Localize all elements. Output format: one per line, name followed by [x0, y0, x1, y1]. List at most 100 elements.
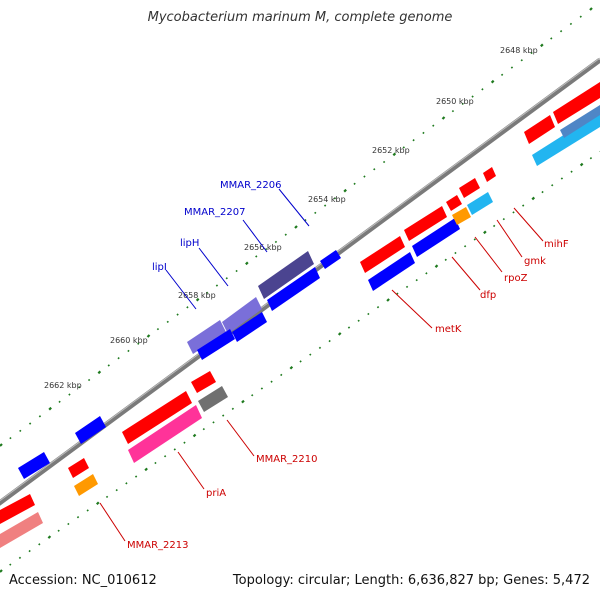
inner-dotted-ring — [0, 150, 600, 573]
inner-ring-dot — [231, 407, 235, 410]
gene-red-mihf-2[interactable] — [553, 82, 600, 124]
inner-ring-dot — [367, 312, 370, 316]
outer-ring-dot — [28, 422, 32, 425]
gene-label-lipi[interactable]: lipI — [152, 262, 167, 273]
outer-ring-dot — [176, 313, 179, 316]
gene-label-mmar-2213[interactable]: MMAR_2213 — [127, 540, 189, 551]
gene-blue-metk[interactable] — [368, 252, 415, 291]
gene-red-dfp-upper[interactable] — [404, 206, 447, 241]
outer-ring-dot — [461, 102, 464, 106]
gene-red-small-1[interactable] — [446, 195, 462, 211]
inner-ring-dot — [415, 278, 418, 282]
inner-ring-dot — [38, 543, 41, 546]
gene-lipI-block[interactable] — [187, 320, 226, 354]
gene-red-2210-small[interactable] — [191, 371, 216, 393]
inner-ring-dot — [183, 441, 186, 444]
gene-label-mmar-2210[interactable]: MMAR_2210 — [256, 454, 318, 465]
inner-ring-dot — [76, 516, 80, 519]
outer-ring-dot — [402, 146, 405, 149]
inner-ring-dot — [212, 421, 215, 424]
outer-ring-dot — [441, 116, 446, 120]
gene-label-rpoz[interactable]: rpoZ — [504, 273, 528, 284]
gene-label-metk[interactable]: metK — [435, 324, 462, 335]
outer-ring-dot — [0, 443, 3, 447]
inner-ring-dot — [512, 211, 515, 214]
gene-cyan-gmk[interactable] — [467, 192, 493, 215]
gene-red-small-left[interactable] — [68, 458, 89, 478]
outer-ring-dot — [422, 131, 425, 135]
outer-ring-dot — [569, 22, 573, 26]
gene-label-gmk[interactable]: gmk — [524, 256, 546, 267]
gene-label-pria[interactable]: priA — [206, 488, 226, 499]
inner-ring-dot — [280, 373, 283, 377]
inner-ring-dot — [202, 427, 205, 431]
gene-mmar-2206-block[interactable] — [258, 251, 314, 299]
gene-red-small-3[interactable] — [483, 167, 496, 182]
outer-ring-dot — [373, 168, 376, 171]
inner-ring-dot — [579, 162, 584, 167]
gene-steel-mihf[interactable] — [560, 105, 600, 138]
gene-label-mmar-2207[interactable]: MMAR_2207 — [184, 207, 246, 218]
gene-blue-left-2[interactable] — [18, 452, 50, 479]
inner-ring-dot — [522, 204, 525, 207]
outer-ring-dot — [520, 59, 523, 62]
outer-ring-dot — [137, 342, 140, 345]
gene-salmon-far-left[interactable] — [0, 512, 43, 548]
inner-ring-dot — [531, 196, 536, 201]
inner-ring-dot — [309, 353, 312, 356]
outer-ring-dot — [540, 43, 544, 48]
inner-ring-dot — [95, 501, 100, 506]
inner-ring-dot — [454, 251, 457, 255]
gene-lipH-block[interactable] — [222, 297, 262, 334]
gene-orange-2213[interactable] — [74, 474, 98, 496]
outer-ring-dot — [186, 306, 189, 309]
inner-ring-dot — [318, 346, 322, 350]
gene-red-small-2[interactable] — [459, 178, 480, 198]
gene-blue-left-1[interactable] — [75, 416, 106, 444]
gene-blue-2207[interactable] — [267, 267, 320, 311]
outer-ring-dot — [451, 109, 455, 113]
gene-pink-pria[interactable] — [128, 405, 202, 463]
outer-ring-dot — [205, 291, 209, 294]
outer-ring-dot — [382, 160, 386, 164]
inner-ring-dot — [47, 535, 52, 539]
gene-red-far-left[interactable] — [0, 494, 35, 524]
gene-gray-2210[interactable] — [198, 386, 228, 412]
gene-small-blue-top[interactable] — [320, 250, 341, 269]
tick-label-2652: 2652 kbp — [372, 146, 410, 155]
inner-ring-dot — [541, 190, 544, 194]
inner-ring-dot — [425, 272, 428, 275]
outer-ring-dot — [471, 95, 474, 98]
gene-label-mihf[interactable]: mihF — [544, 239, 569, 250]
topology-text: Topology: circular; Length: 6,636,827 bp… — [232, 573, 590, 588]
outer-ring-dot — [97, 370, 102, 375]
gene-label-liph[interactable]: lipH — [180, 238, 199, 249]
inner-ring-dot — [125, 482, 128, 485]
outer-ring-dot — [19, 429, 22, 433]
gene-label-mmar-2206[interactable]: MMAR_2206 — [220, 180, 282, 191]
outer-ring-dot — [392, 152, 397, 157]
inner-ring-dot — [483, 230, 487, 235]
outer-ring-dot — [333, 197, 337, 200]
gene-blue-dfp[interactable] — [412, 218, 460, 257]
gene-blue-lip-1[interactable] — [232, 312, 267, 342]
inner-ring-dot — [105, 495, 109, 499]
gene-red-mihf-1[interactable] — [524, 115, 555, 144]
outer-ring-dot — [412, 139, 415, 142]
genes — [0, 82, 600, 548]
tick-label-2654: 2654 kbp — [308, 195, 346, 204]
outer-ring-dot — [589, 7, 593, 11]
gene-blue-lip-2[interactable] — [197, 329, 235, 360]
gene-orange-rpoz[interactable] — [452, 207, 471, 225]
gene-red-metk-upper[interactable] — [360, 236, 405, 273]
outer-ring-dot — [58, 400, 61, 403]
outer-ring-dot — [274, 240, 278, 244]
gene-label-dfp[interactable]: dfp — [480, 290, 496, 301]
outer-ring-dot — [490, 79, 495, 84]
inner-ring-dot — [222, 414, 225, 417]
tick-label-2656: 2656 kbp — [244, 243, 282, 252]
inner-ring-dot — [434, 264, 439, 268]
outer-ring-dot — [9, 436, 12, 440]
gene-red-2210-upper[interactable] — [122, 391, 192, 444]
